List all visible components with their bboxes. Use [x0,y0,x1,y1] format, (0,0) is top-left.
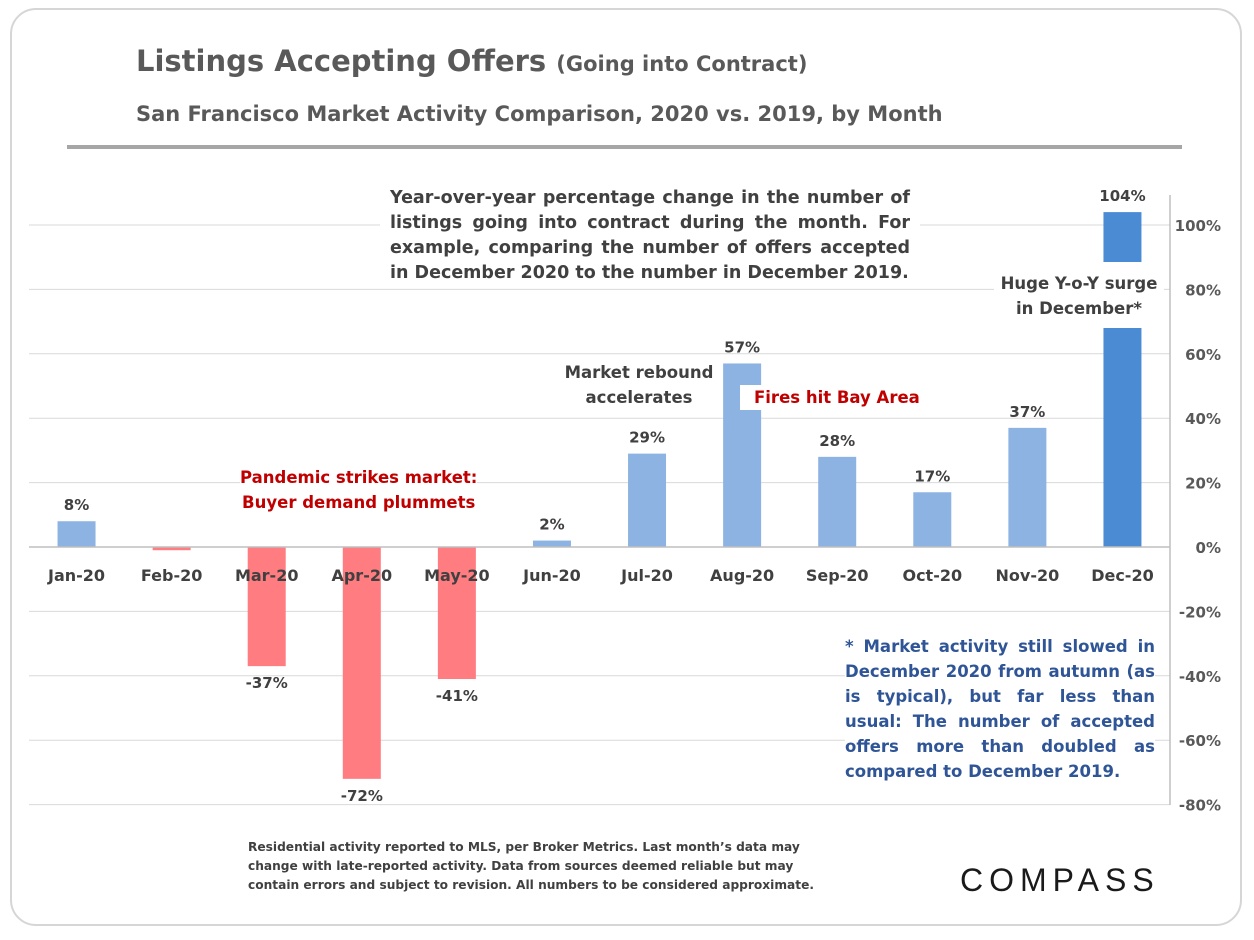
surge-annotation: Huge Y-o-Y surge in December* [994,271,1164,321]
x-tick-label: Sep-20 [806,566,869,585]
bar-oct-20 [913,492,952,547]
chart-subtitle: San Francisco Market Activity Comparison… [136,102,943,126]
data-label: 28% [819,432,855,450]
bar-jun-20 [532,540,571,547]
bar-jan-20 [57,521,96,547]
x-tick-label: Jun-20 [522,566,581,585]
y-tick-label: 0% [1196,539,1221,557]
pandemic-annotation: Pandemic strikes market: Buyer demand pl… [240,465,478,515]
x-tick-label: Mar-20 [235,566,299,585]
y-tick-label: 40% [1185,410,1221,428]
x-tick-label: Nov-20 [996,566,1060,585]
surge-annotation-line1: Huge Y-o-Y surge [1000,274,1158,293]
bar-apr-20 [342,547,381,779]
data-label: -72% [341,787,383,805]
footnote: Residential activity reported to MLS, pe… [248,840,814,892]
y-tick-label: 20% [1185,475,1221,493]
x-tick-label: Oct-20 [902,566,962,585]
chart-title: Listings Accepting Offers (Going into Co… [136,44,808,78]
market-note: * Market activity still slowed in Decemb… [845,634,1155,784]
y-tick-label: -80% [1179,797,1221,815]
y-tick-label: -40% [1179,668,1221,686]
x-tick-label: Feb-20 [141,566,203,585]
title-divider [67,145,1182,149]
x-tick-label: Jan-20 [47,566,105,585]
bar-sep-20 [818,456,857,547]
data-label: -37% [246,674,288,692]
bar-nov-20 [1008,427,1047,547]
data-label: 2% [539,516,564,534]
data-label: 29% [629,429,665,447]
bar-feb-20 [152,547,191,551]
chart-title-paren: (Going into Contract) [556,52,808,76]
y-tick-label: 60% [1185,346,1221,364]
rebound-annotation: Market rebound accelerates [556,360,722,410]
surge-annotation-line2: in December* [1016,299,1142,318]
fires-annotation: Fires hit Bay Area [740,385,934,410]
rebound-annotation-line2: accelerates [585,388,693,407]
data-label: -41% [436,687,478,705]
x-tick-label: Apr-20 [331,566,392,585]
bar-jul-20 [628,453,667,547]
data-label: 37% [1009,403,1045,421]
pandemic-annotation-line2: Buyer demand plummets [242,493,476,512]
x-tick-label: Jul-20 [620,566,673,585]
bar-may-20 [437,547,476,680]
x-tick-label: Dec-20 [1091,566,1154,585]
y-tick-label: 80% [1185,281,1221,299]
x-tick-label: May-20 [424,566,490,585]
y-tick-label: -60% [1179,732,1221,750]
pandemic-annotation-line1: Pandemic strikes market: [240,468,478,487]
y-tick-label: 100% [1175,217,1221,235]
data-label: 17% [914,467,950,485]
rebound-annotation-line1: Market rebound [564,363,714,382]
compass-logo: COMPASS [960,862,1160,898]
data-label: 104% [1099,187,1145,205]
x-tick-label: Aug-20 [710,566,774,585]
y-tick-label: -20% [1179,603,1221,621]
data-label: 8% [64,496,89,514]
bar-mar-20 [247,547,286,667]
chart-description: Year-over-year percentage change in the … [380,186,920,286]
data-label: 57% [724,338,760,356]
